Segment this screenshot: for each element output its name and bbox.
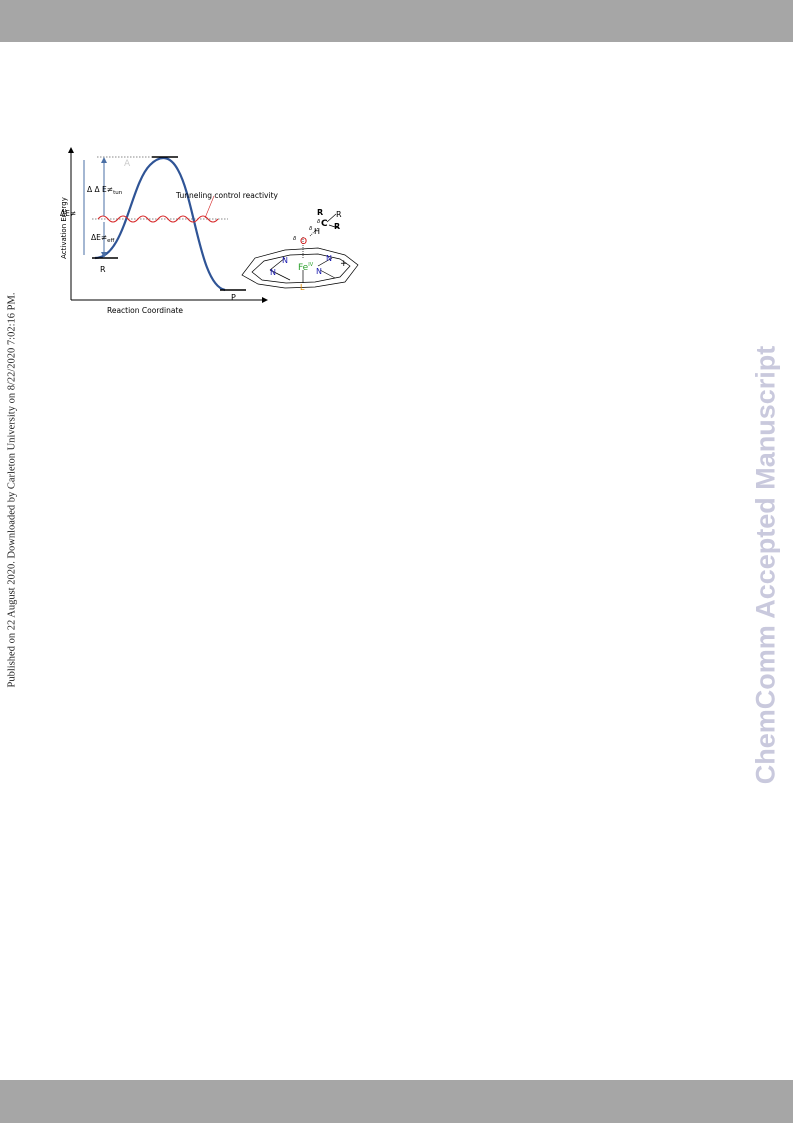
fe: Fe bbox=[298, 263, 309, 273]
ddE-label: Δ Δ E≠tun bbox=[87, 185, 123, 196]
dEeff-main: ΔE≠ bbox=[91, 233, 107, 242]
pointer bbox=[204, 195, 215, 219]
ddE-main: Δ Δ E≠ bbox=[87, 185, 113, 194]
header-bar bbox=[0, 0, 793, 42]
ligand: L bbox=[300, 283, 305, 292]
atom-Fe: FeIV bbox=[298, 262, 314, 273]
atom-N: N bbox=[316, 267, 322, 276]
charge: + bbox=[340, 259, 348, 269]
atom-H: H bbox=[314, 227, 320, 236]
fe-ox: IV bbox=[308, 262, 313, 268]
energy-curve bbox=[94, 157, 226, 292]
atom-N: N bbox=[270, 268, 276, 277]
dEeff-label: ΔE≠eff bbox=[91, 233, 115, 244]
y-axis-label: Activation Energy bbox=[60, 197, 68, 259]
tunneling-label: Tunneling control reactivity bbox=[175, 191, 279, 200]
x-axis-label: Reaction Coordinate bbox=[107, 306, 183, 315]
atom-N: N bbox=[282, 256, 288, 265]
atom-O: O bbox=[300, 237, 307, 247]
porphyrin bbox=[241, 213, 359, 289]
atom-N: N bbox=[326, 254, 332, 263]
ddE-sub: tun bbox=[113, 190, 123, 196]
reactant-label: R bbox=[100, 265, 106, 274]
atom-R: R bbox=[334, 222, 340, 231]
atom-R: R bbox=[317, 208, 323, 217]
tunneling-wave bbox=[97, 215, 219, 223]
dE-label: ΔE≠ bbox=[60, 209, 76, 218]
atom-R: R bbox=[336, 210, 342, 219]
atom-C: C bbox=[321, 219, 328, 229]
dEeff-sub: eff bbox=[107, 238, 114, 244]
footer-bar bbox=[0, 1080, 793, 1123]
delta: δ bbox=[317, 219, 321, 225]
peak-label: A bbox=[124, 159, 131, 169]
delta: δ bbox=[309, 226, 313, 232]
delta: δ bbox=[293, 236, 297, 242]
product-label: P bbox=[231, 293, 236, 302]
